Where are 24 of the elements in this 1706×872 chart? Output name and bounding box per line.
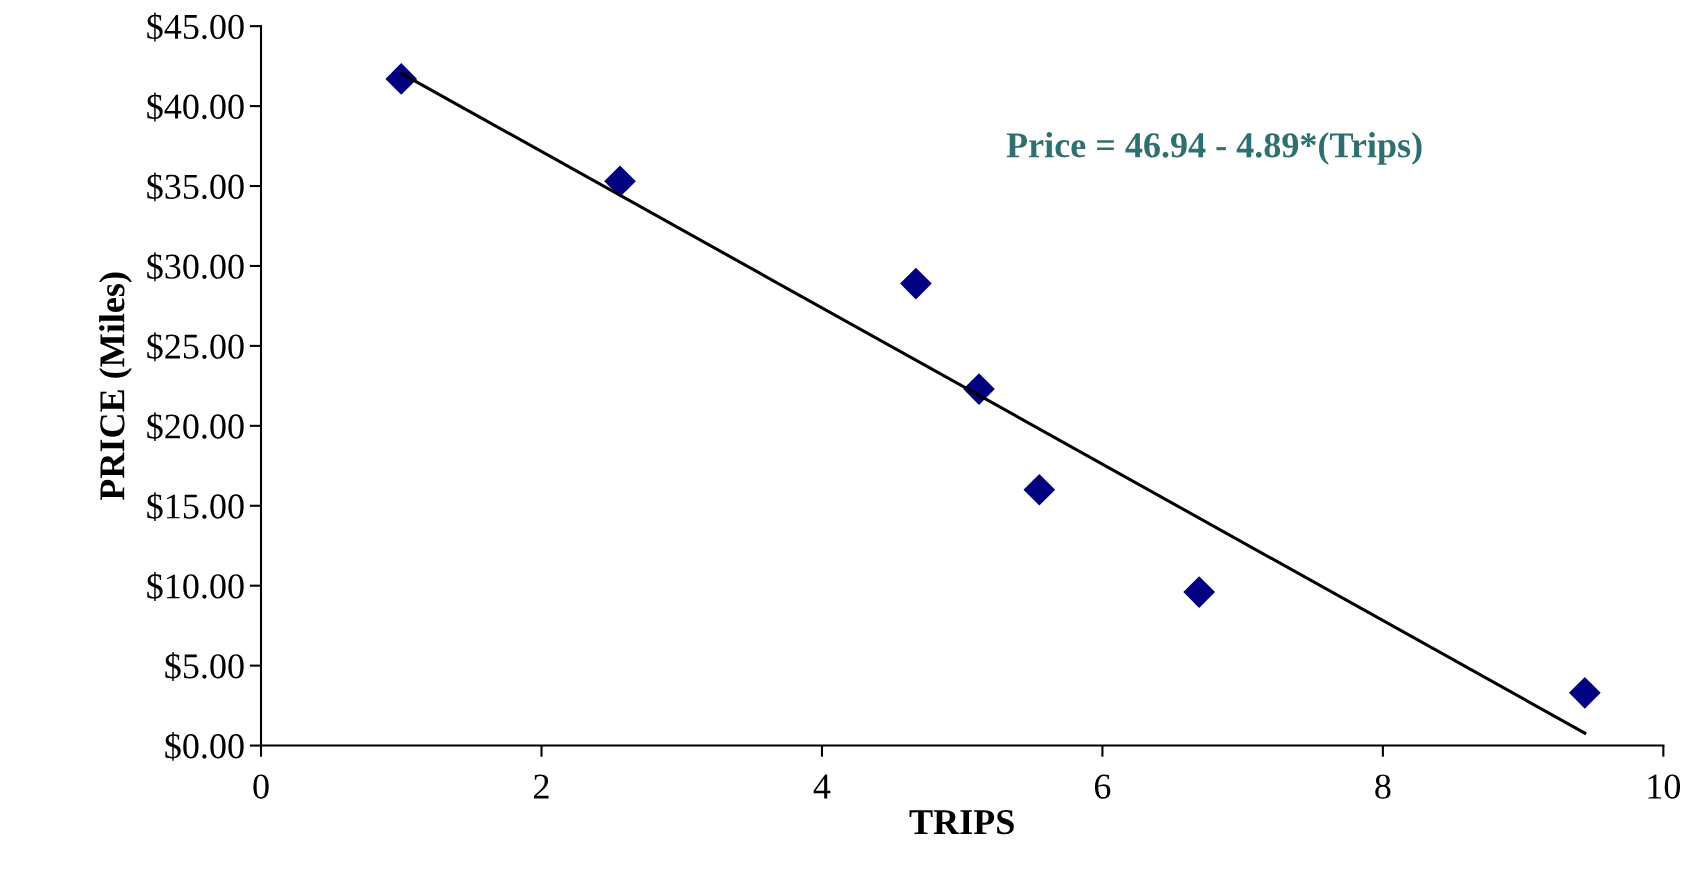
x-tick-label: 2 (534, 774, 549, 799)
x-tick-label: 6 (1094, 774, 1111, 799)
y-tick-label: $35.00 (147, 172, 244, 202)
y-axis-title: PRICE (Miles) (99, 272, 132, 501)
x-axis-title: TRIPS (909, 810, 1014, 835)
point (900, 267, 932, 300)
y-tick-label: $40.00 (147, 92, 244, 122)
x-tick-label: 0 (253, 774, 269, 799)
x-tick-label: 8 (1375, 774, 1391, 799)
y-tick-label: $30.00 (147, 252, 244, 282)
annotation: Price = 46.94 - 4.89*(Trips) (1006, 132, 1422, 165)
y-tick-label: $0.00 (165, 731, 244, 761)
y-tick-label: $45.00 (147, 12, 244, 42)
x-tick-label: 4 (813, 774, 831, 799)
y-tick-label: $25.00 (147, 332, 244, 362)
y-tick-label: $15.00 (147, 492, 244, 522)
y-tick-label: $5.00 (165, 652, 244, 681)
point (1183, 576, 1216, 608)
y-tick-label: $10.00 (147, 572, 244, 601)
point (1568, 676, 1601, 709)
point (604, 165, 636, 198)
y-tick-label: $20.00 (147, 412, 244, 442)
x-tick-label: 10 (1648, 774, 1681, 799)
point (1023, 473, 1056, 506)
